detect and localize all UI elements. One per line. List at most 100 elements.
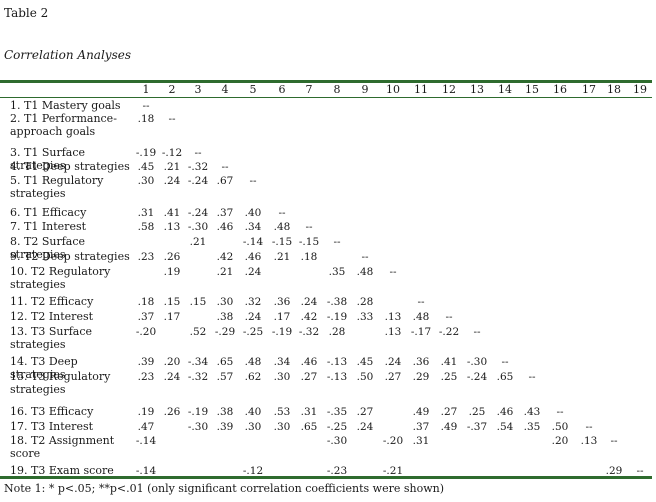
table-cell: .39 <box>137 356 155 368</box>
table-cell: .17 <box>163 311 181 323</box>
table-cell: .48 <box>244 356 262 368</box>
table-cell: -.14 <box>242 236 264 248</box>
table-cell: .13 <box>384 311 402 323</box>
table-cell: .46 <box>244 251 262 263</box>
table-cell: .32 <box>244 296 262 308</box>
table-cell: -- <box>585 421 593 433</box>
table-cell: .46 <box>300 356 318 368</box>
table-cell: -.30 <box>326 435 348 447</box>
table-cell: .21 <box>163 161 181 173</box>
row-label: 14. T3 Deep strategies <box>10 355 78 381</box>
table-cell: .40 <box>244 406 262 418</box>
table-cell: -- <box>501 356 509 368</box>
table-cell: -- <box>528 371 536 383</box>
table-cell: .54 <box>496 421 514 433</box>
table-cell: .65 <box>216 356 234 368</box>
row-label: 10. T2 Regulatory strategies <box>10 265 111 291</box>
table-cell: .21 <box>216 266 234 278</box>
row-label: 7. T1 Interest <box>10 220 87 233</box>
table-cell: -- <box>636 465 644 477</box>
table-cell: -.30 <box>187 221 209 233</box>
table-cell: .24 <box>300 296 318 308</box>
table-cell: .30 <box>137 175 155 187</box>
table-cell: .45 <box>356 356 374 368</box>
table-cell: .48 <box>412 311 430 323</box>
column-header: 17 <box>582 83 596 96</box>
row-label: 18. T2 Assignment score <box>10 434 115 460</box>
row-label: 2. T1 Performance-approach goals <box>10 112 117 138</box>
table-cell: .21 <box>189 236 207 248</box>
table-cell: .38 <box>216 311 234 323</box>
table-cell: .33 <box>356 311 374 323</box>
row-label: 1. T1 Mastery goals <box>10 99 121 112</box>
table-cell: .21 <box>273 251 291 263</box>
table-cell: -.20 <box>135 326 157 338</box>
table-cell: -.13 <box>326 371 348 383</box>
table-cell: .42 <box>216 251 234 263</box>
table-cell: -.22 <box>438 326 460 338</box>
table-cell: .25 <box>468 406 486 418</box>
table-cell: -- <box>142 100 150 112</box>
table-header-rule <box>0 97 652 98</box>
column-header: 6 <box>278 83 286 96</box>
table-cell: -.32 <box>298 326 320 338</box>
column-header: 16 <box>553 83 567 96</box>
table-cell: .13 <box>384 326 402 338</box>
table-cell: -.23 <box>326 465 348 477</box>
row-label: 13. T3 Surface strategies <box>10 325 93 351</box>
table-cell: .17 <box>273 311 291 323</box>
row-label: 12. T2 Interest <box>10 310 94 323</box>
table-cell: -.19 <box>187 406 209 418</box>
table-cell: -- <box>278 207 286 219</box>
table-cell: .13 <box>580 435 598 447</box>
row-label: 5. T1 Regulatory strategies <box>10 174 104 200</box>
table-cell: .20 <box>551 435 569 447</box>
table-cell: .24 <box>356 421 374 433</box>
table-cell: -.25 <box>242 326 264 338</box>
table-cell: .24 <box>384 356 402 368</box>
table-cell: -.24 <box>187 175 209 187</box>
table-note: Note 1: * p<.05; **p<.01 (only significa… <box>4 482 444 495</box>
row-label: 8. T2 Surface strategies <box>10 235 86 261</box>
table-cell: .29 <box>605 465 623 477</box>
table-cell: .35 <box>523 421 541 433</box>
table-cell: .18 <box>137 296 155 308</box>
table-cell: .30 <box>273 421 291 433</box>
table-cell: -- <box>473 326 481 338</box>
table-cell: .40 <box>244 207 262 219</box>
column-header: 8 <box>333 83 341 96</box>
row-label: 17. T3 Interest <box>10 420 94 433</box>
table-cell: .45 <box>137 161 155 173</box>
table-cell: .26 <box>163 406 181 418</box>
table-cell: -.34 <box>187 356 209 368</box>
table-cell: .24 <box>163 175 181 187</box>
table-cell: .31 <box>137 207 155 219</box>
table-cell: .15 <box>189 296 207 308</box>
table-cell: -.12 <box>242 465 264 477</box>
table-cell: .50 <box>356 371 374 383</box>
column-header: 4 <box>221 83 229 96</box>
table-cell: .67 <box>216 175 234 187</box>
table-cell: .43 <box>523 406 541 418</box>
table-cell: -.30 <box>466 356 488 368</box>
table-cell: .37 <box>137 311 155 323</box>
table-cell: .18 <box>137 113 155 125</box>
row-label: 11. T2 Efficacy <box>10 295 94 308</box>
table-cell: -.13 <box>326 356 348 368</box>
table-cell: -.17 <box>410 326 432 338</box>
table-cell: .52 <box>189 326 207 338</box>
column-header: 7 <box>305 83 313 96</box>
table-caption: Table 2 <box>4 6 49 20</box>
table-subtitle: Correlation Analyses <box>4 48 131 62</box>
table-cell: .30 <box>273 371 291 383</box>
column-header: 9 <box>361 83 369 96</box>
column-header: 13 <box>470 83 484 96</box>
table-cell: -.32 <box>187 161 209 173</box>
table-cell: -- <box>445 311 453 323</box>
table-cell: .24 <box>163 371 181 383</box>
table-cell: .58 <box>137 221 155 233</box>
table-cell: -.19 <box>135 147 157 159</box>
table-cell: -- <box>556 406 564 418</box>
column-header: 15 <box>525 83 539 96</box>
table-cell: .46 <box>496 406 514 418</box>
